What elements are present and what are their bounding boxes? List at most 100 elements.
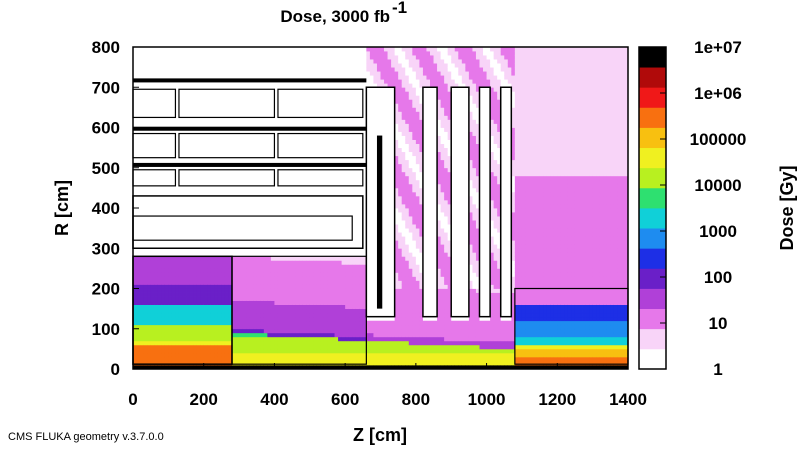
dose-cell: [483, 55, 487, 60]
dose-cell: [419, 336, 424, 342]
dose-cell: [500, 71, 505, 76]
dose-cell: [497, 356, 502, 362]
dose-cell: [246, 268, 251, 273]
dose-cell: [447, 252, 452, 257]
dose-cell: [171, 312, 176, 318]
dose-cell: [182, 272, 187, 277]
dose-cell: [405, 312, 410, 318]
dose-cell: [203, 288, 208, 293]
dose-cell: [249, 280, 254, 285]
dose-cell: [412, 83, 417, 88]
dose-cell: [133, 272, 137, 277]
dose-cell: [246, 348, 251, 354]
dose-cell: [193, 260, 198, 265]
dose-cell: [341, 360, 346, 366]
dose-cell: [493, 344, 498, 350]
dose-cell: [440, 163, 445, 169]
dose-cell: [306, 280, 311, 285]
dose-cell: [430, 352, 434, 358]
dose-cell: [444, 179, 449, 185]
dose-cell: [461, 328, 466, 334]
dose-cell: [465, 344, 470, 350]
dose-cell: [475, 115, 480, 120]
dose-cell: [405, 55, 410, 60]
dose-cell: [440, 139, 445, 144]
dose-cell: [341, 268, 346, 273]
dose-cell: [412, 348, 417, 354]
dose-cell: [214, 300, 219, 305]
dose-cell: [224, 284, 229, 289]
dose-cell: [150, 260, 155, 265]
dose-cell: [472, 95, 477, 100]
dose-cell: [143, 300, 148, 305]
dose-cell: [493, 123, 498, 128]
dose-cell: [401, 220, 406, 225]
dose-cell: [260, 320, 265, 326]
dose-cell: [235, 336, 240, 342]
dose-cell: [454, 67, 459, 72]
dose-cell: [313, 356, 318, 362]
dose-cell: [355, 300, 360, 305]
dose-cell: [415, 131, 420, 136]
dose-cell: [186, 280, 190, 285]
dose-cell: [408, 103, 413, 108]
dose-cell: [447, 336, 452, 342]
dose-cell: [415, 179, 420, 185]
dose-cell: [327, 332, 332, 338]
dose-cell: [415, 159, 420, 165]
dose-cell: [447, 147, 452, 153]
dose-cell: [373, 340, 378, 346]
dose-cell: [161, 336, 166, 342]
dose-cell: [313, 312, 318, 318]
dose-cell: [472, 143, 477, 149]
dose-cell: [362, 352, 367, 358]
dose-cell: [447, 123, 452, 128]
dose-cell: [235, 280, 240, 285]
dose-cell: [154, 268, 159, 273]
dose-cell: [472, 159, 477, 165]
dose-cell: [401, 199, 406, 205]
dose-cell: [171, 316, 176, 322]
dose-cell: [221, 284, 226, 289]
dose-cell: [444, 83, 449, 88]
dose-cell: [161, 276, 166, 281]
dose-cell: [267, 312, 272, 318]
dose-cell: [299, 292, 304, 297]
dose-cell: [292, 292, 297, 297]
dose-cell: [277, 288, 282, 293]
dose-cell: [313, 260, 318, 265]
dose-cell: [182, 344, 187, 350]
dose-cell: [444, 360, 449, 366]
dose-cell: [447, 139, 452, 144]
dose-cell: [472, 135, 477, 140]
dose-cell: [256, 276, 261, 281]
dose-cell: [486, 352, 491, 358]
dose-cell: [454, 344, 459, 350]
dose-cell: [338, 264, 343, 269]
dose-cell: [468, 244, 473, 249]
dose-cell: [345, 320, 350, 326]
dose-cell: [249, 276, 254, 281]
dose-cell: [437, 139, 442, 144]
dose-cell: [458, 75, 463, 80]
dose-cell: [147, 320, 152, 326]
dose-cell: [497, 87, 502, 92]
dose-cell: [348, 284, 353, 289]
dose-cell: [263, 324, 268, 330]
dose-cell: [426, 356, 431, 362]
dose-cell: [458, 324, 463, 330]
dose-cell: [274, 268, 279, 273]
dose-cell: [391, 348, 396, 354]
dose-cell: [242, 284, 247, 289]
dose-cell: [412, 340, 417, 346]
dose-cell: [260, 292, 265, 297]
dose-cell: [422, 51, 427, 56]
dose-cell: [168, 332, 173, 338]
dose-cell: [200, 272, 205, 277]
dose-cell: [154, 272, 159, 277]
dose-cell: [405, 336, 410, 342]
dose-cell: [419, 320, 424, 326]
dose-cell: [468, 171, 473, 177]
dose-cell: [316, 284, 321, 289]
dose-cell: [398, 115, 403, 120]
